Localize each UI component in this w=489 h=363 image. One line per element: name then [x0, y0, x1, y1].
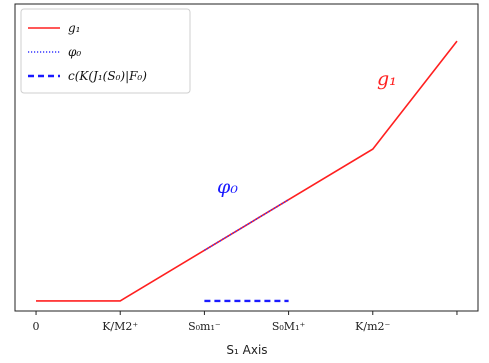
annotation-label: g₁	[377, 68, 397, 90]
legend-entry-label: φ₀	[68, 45, 81, 59]
annotation-label: φ₀	[217, 176, 238, 198]
x-tick-label: S₀M₁⁺	[272, 320, 306, 333]
legend-entry-label: g₁	[68, 21, 81, 35]
x-tick-label: K/m2⁻	[355, 320, 390, 333]
legend-box	[20, 8, 191, 94]
x-axis-label: S₁ Axis	[226, 343, 267, 357]
legend: g₁ φ₀ c(K(J₁(S₀)|F₀)	[20, 8, 191, 94]
plot-area-frame	[14, 3, 479, 312]
x-tick-label: S₀m₁⁻	[188, 320, 221, 333]
series-line-2	[203, 199, 290, 251]
legend-entry-label: c(K(J₁(S₀)|F₀)	[68, 69, 147, 83]
x-tick-label: K/M2⁺	[102, 320, 138, 333]
x-tick-label: 0	[33, 320, 40, 333]
